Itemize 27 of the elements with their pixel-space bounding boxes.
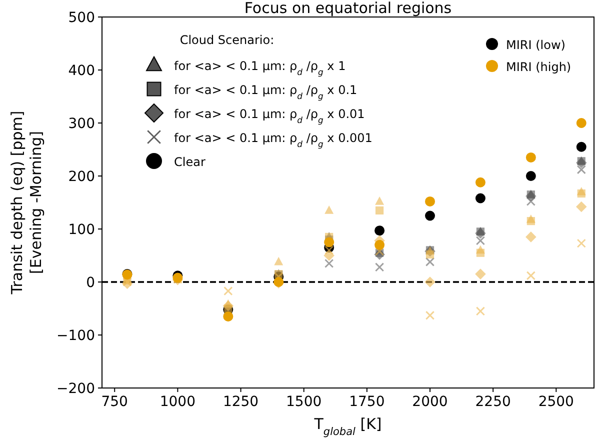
y-tick-label: 0 <box>86 275 95 291</box>
y-axis-title: Transit depth (eq) [ppm] [Evening -Morning] <box>8 110 45 296</box>
legend-label: for <a> < 0.1 μm: ρ$_{d}$/ρ$_{g}$ x 1 <box>174 59 346 77</box>
legend-title: Cloud Scenario: <box>180 33 274 47</box>
x-tick-label: 2250 <box>475 394 511 410</box>
legend-label: for <a> < 0.1 μm: ρ$_{d}$/ρ$_{g}$ x 0.001 <box>174 131 372 149</box>
annotation: MIRI (low) <box>506 38 566 52</box>
x-tick-label: 2000 <box>412 394 448 410</box>
x-tick-label: 1750 <box>349 394 385 410</box>
x-tick-label: 1500 <box>286 394 322 410</box>
x-axis-title: T$_{global}$ [K] <box>313 415 382 438</box>
x-tick-label: 1250 <box>222 394 259 410</box>
chart-title: Focus on equatorial regions <box>244 0 452 17</box>
y-tick-label: 300 <box>68 116 95 132</box>
y-tick-label: 500 <box>68 10 95 26</box>
y-tick-label: −200 <box>56 381 95 397</box>
x-tick-label: 750 <box>101 394 128 410</box>
y-tick-label: −100 <box>56 328 95 344</box>
legend-label: for <a> < 0.1 μm: ρ$_{d}$/ρ$_{g}$ x 0.1 <box>174 83 358 101</box>
y-tick-label: 200 <box>68 169 95 185</box>
legend-label: Clear <box>174 155 206 169</box>
x-tick-label: 1000 <box>160 394 196 410</box>
legend-label: for <a> < 0.1 μm: ρ$_{d}$/ρ$_{g}$ x 0.01 <box>174 107 365 125</box>
y-tick-label: 100 <box>68 222 95 238</box>
x-tick-label: 2500 <box>538 394 574 410</box>
y-tick-label: 400 <box>68 63 95 79</box>
annotation: MIRI (high) <box>506 60 572 74</box>
